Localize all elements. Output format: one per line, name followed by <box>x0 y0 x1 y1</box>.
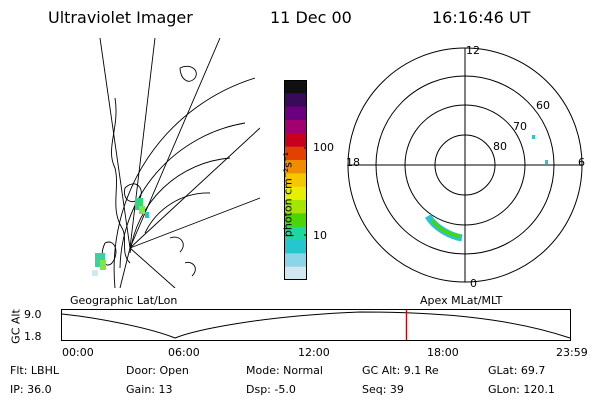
polar-label: Apex MLat/MLT <box>420 294 503 307</box>
timeline-xtick-1800: 18:00 <box>427 346 459 359</box>
timeline-xtick-0600: 06:00 <box>168 346 200 359</box>
mlat-label-60: 60 <box>536 99 550 112</box>
colorbar-stripe <box>284 93 307 108</box>
mlt-label-18: 18 <box>346 156 360 169</box>
colorbar-stripe <box>284 226 307 241</box>
info-door: Door: Open <box>126 364 189 377</box>
colorbar-stripe <box>284 173 307 188</box>
timeline-xtick-2359: 23:59 <box>556 346 588 359</box>
colorbar-stripe <box>284 146 307 161</box>
info-flt: Flt: LBHL <box>10 364 59 377</box>
colorbar-stripe <box>284 266 307 280</box>
timeline-xtick-0000: 00:00 <box>62 346 94 359</box>
polar-plot <box>347 47 583 283</box>
timeline-ytick-low: 1.8 <box>24 330 42 343</box>
header-time: 16:16:46 UT <box>432 8 531 27</box>
colorbar-stripe <box>284 120 307 134</box>
geographic-map <box>92 38 260 288</box>
colorbar-stripe <box>284 80 307 94</box>
geographic-label: Geographic Lat/Lon <box>70 294 178 307</box>
colorbar-stripe <box>284 133 307 148</box>
mlt-label-0: 0 <box>470 277 477 290</box>
info-glat: GLat: 69.7 <box>488 364 546 377</box>
altitude-timeline <box>61 309 571 341</box>
mlt-label-6: 6 <box>578 156 585 169</box>
colorbar-unit: photon cm⁻²s⁻¹ <box>281 151 295 238</box>
altitude-curve <box>61 311 571 339</box>
colorbar-tick-100: 100 <box>313 141 334 154</box>
colorbar-tick-10: 10 <box>313 229 327 242</box>
info-gain: Gain: 13 <box>126 383 173 396</box>
timeline-ylabel: GC Alt <box>9 309 23 344</box>
mlt-label-12: 12 <box>466 44 480 57</box>
colorbar-stripe <box>284 213 307 228</box>
info-ip: IP: 36.0 <box>10 383 52 396</box>
colorbar-stripe <box>284 200 307 214</box>
header-date: 11 Dec 00 <box>270 8 352 27</box>
info-glon: GLon: 120.1 <box>488 383 555 396</box>
mlat-label-70: 70 <box>513 120 527 133</box>
info-dsp: Dsp: -5.0 <box>246 383 296 396</box>
colorbar-stripe <box>284 186 307 201</box>
colorbar-stripe <box>284 253 307 268</box>
mlat-label-80: 80 <box>493 140 507 153</box>
info-gc-alt: GC Alt: 9.1 Re <box>362 364 439 377</box>
colorbar-stripe <box>284 240 307 254</box>
timeline-xtick-1200: 12:00 <box>298 346 330 359</box>
colorbar-stripe <box>284 106 307 121</box>
info-seq: Seq: 39 <box>362 383 404 396</box>
colorbar-stripe <box>284 160 307 174</box>
timeline-ytick-high: 9.0 <box>24 308 42 321</box>
colorbar <box>284 80 307 280</box>
info-mode: Mode: Normal <box>246 364 323 377</box>
instrument-title: Ultraviolet Imager <box>48 8 193 27</box>
